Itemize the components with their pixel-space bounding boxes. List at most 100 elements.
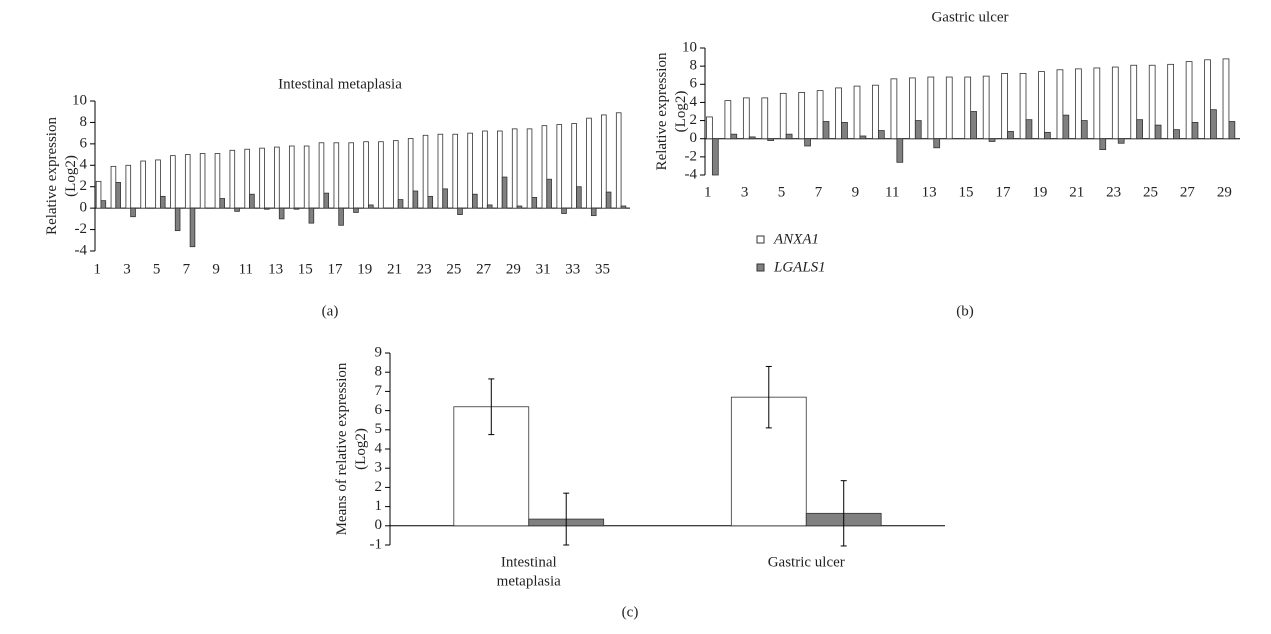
y-tick-label: 2 — [80, 178, 88, 194]
bar — [467, 132, 473, 209]
bar — [1007, 131, 1014, 140]
bar — [556, 124, 563, 209]
x-tick-label: 25 — [1143, 184, 1158, 200]
bar — [427, 195, 434, 209]
bar — [407, 138, 414, 209]
bar — [457, 207, 463, 215]
bar — [452, 133, 459, 209]
x-tick-label: 23 — [417, 261, 432, 277]
bar — [244, 148, 250, 209]
y-tick-label: 1 — [375, 498, 383, 514]
x-tick-label: 17 — [995, 184, 1011, 200]
bar — [1130, 64, 1138, 140]
y-tick-label: 8 — [375, 364, 383, 380]
bar — [982, 75, 990, 140]
bar — [486, 204, 493, 209]
bar — [1185, 61, 1193, 140]
bar — [348, 142, 354, 209]
bar — [368, 204, 374, 209]
bar — [363, 141, 369, 209]
y-tick-label: 7 — [375, 383, 383, 399]
bar — [229, 149, 236, 209]
x-tick-label: 27 — [476, 261, 492, 277]
y-tick-label: 4 — [80, 157, 88, 173]
x-tick-label: 9 — [212, 261, 220, 277]
y-tick-label: 6 — [690, 76, 698, 92]
bar — [516, 205, 523, 209]
y-tick-label: 0 — [690, 130, 698, 146]
error-bar — [840, 480, 847, 547]
y-tick-label: 6 — [80, 135, 88, 151]
bar — [988, 138, 996, 142]
y-tick-label: 2 — [375, 479, 383, 495]
bar — [1093, 67, 1101, 140]
y-axis-label-line: (Log2) — [673, 91, 689, 133]
bar — [1044, 131, 1051, 140]
bar — [437, 133, 444, 209]
bar — [95, 180, 102, 209]
x-tick-label: 5 — [153, 261, 161, 277]
bar — [288, 145, 295, 209]
bar — [442, 188, 448, 209]
bar — [742, 97, 750, 140]
x-tick-label: 11 — [885, 184, 899, 200]
bar — [620, 205, 627, 209]
bar — [853, 85, 861, 140]
bar — [1222, 58, 1230, 140]
x-tick-label: 13 — [268, 261, 283, 277]
y-axis-label-line: (Log2) — [63, 155, 79, 197]
bar — [1019, 73, 1027, 140]
legend-swatch — [756, 235, 765, 244]
x-tick-label: 15 — [959, 184, 974, 200]
bar — [1136, 119, 1143, 140]
x-tick-label: 35 — [595, 261, 610, 277]
legend-label: ANXA1 — [773, 231, 819, 247]
bar — [767, 138, 775, 141]
error-bar — [563, 492, 570, 546]
bar — [576, 186, 582, 209]
bar — [964, 76, 972, 140]
bar — [896, 138, 904, 163]
y-axis-label: Relative expression (Log2) — [654, 52, 689, 170]
x-tick-label: 27 — [1180, 184, 1196, 200]
x-tick-label: Gastric ulcer — [768, 554, 845, 570]
bar — [1204, 59, 1211, 140]
chart-title: Intestinal metaplasia — [278, 76, 402, 92]
x-tick-label: 7 — [815, 184, 823, 200]
y-axis-label-line: (Log2) — [353, 428, 369, 470]
bar — [155, 159, 161, 209]
bar — [1117, 138, 1125, 144]
panel-label: (a) — [322, 303, 339, 319]
x-tick-label: 19 — [1032, 184, 1047, 200]
bar — [511, 128, 518, 209]
y-axis-label-line: Means of relative expression — [334, 362, 350, 535]
bar — [804, 138, 811, 147]
bar — [798, 92, 806, 140]
chart-title: Gastric ulcer — [931, 9, 1008, 25]
bar — [110, 165, 117, 209]
x-tick-label: 21 — [1069, 184, 1084, 200]
bar — [706, 116, 713, 140]
bar — [393, 140, 399, 209]
y-tick-label: 8 — [690, 58, 698, 74]
y-axis-label-line: Relative expression — [654, 52, 670, 170]
bar — [338, 207, 344, 226]
x-tick-label: Intestinal — [501, 554, 557, 570]
bar — [1062, 114, 1070, 140]
bar — [472, 193, 478, 209]
bar — [785, 133, 793, 140]
bar — [1111, 66, 1119, 140]
bar — [914, 120, 922, 140]
bar — [219, 198, 225, 209]
bar — [590, 207, 597, 217]
bar — [1025, 119, 1033, 140]
bar — [125, 164, 132, 209]
bar — [1173, 129, 1180, 140]
y-tick-label: 8 — [80, 114, 88, 130]
x-tick-label: 15 — [298, 261, 313, 277]
bar — [816, 90, 824, 140]
bar — [333, 142, 340, 209]
x-tick-label: 25 — [446, 261, 461, 277]
y-tick-label: 10 — [682, 39, 697, 55]
bar — [748, 136, 756, 140]
